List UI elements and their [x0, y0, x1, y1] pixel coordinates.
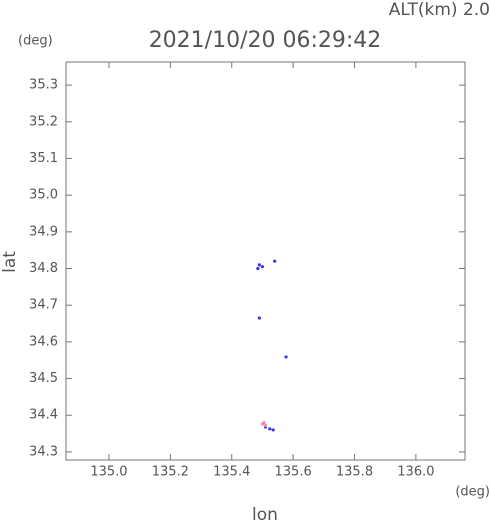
- point: [273, 259, 277, 263]
- point: [256, 266, 260, 271]
- x-tick-label: 136.0: [397, 465, 434, 480]
- plot-frame: [65, 61, 466, 461]
- point: [268, 427, 272, 431]
- y-tick-label: 34.6: [29, 334, 58, 349]
- altitude-label: ALT(km) 2.0: [389, 0, 490, 20]
- y-tick-label: 34.7: [29, 298, 58, 313]
- y-axis-label: lat: [0, 251, 20, 273]
- y-tick-label: 34.4: [29, 408, 58, 423]
- x-tick-label: 135.6: [275, 465, 312, 480]
- point: [271, 428, 275, 432]
- y-tick-label: 35.2: [29, 114, 58, 129]
- y-tick-label: 34.5: [29, 371, 58, 386]
- y-tick-label: 35.3: [29, 78, 58, 93]
- x-tick-label: 135.8: [336, 465, 373, 480]
- point: [262, 420, 266, 425]
- chart-title: 2021/10/20 06:29:42: [149, 28, 382, 53]
- y-tick-label: 34.3: [29, 444, 58, 459]
- x-tick-label: 135.0: [90, 465, 127, 480]
- point: [257, 263, 261, 267]
- point: [284, 355, 288, 359]
- point: [260, 265, 265, 269]
- y-unit: (deg): [18, 34, 53, 49]
- point: [257, 316, 261, 320]
- y-tick-label: 34.9: [29, 224, 58, 239]
- y-tick-label: 35.0: [29, 188, 58, 203]
- x-tick-label: 135.4: [213, 465, 250, 480]
- y-tick-label: 35.1: [29, 151, 58, 166]
- x-axis-label: lon: [252, 505, 278, 521]
- y-tick-label: 34.8: [29, 261, 58, 276]
- point: [263, 423, 268, 428]
- x-unit: (deg): [455, 485, 490, 500]
- x-tick-label: 135.2: [152, 465, 189, 480]
